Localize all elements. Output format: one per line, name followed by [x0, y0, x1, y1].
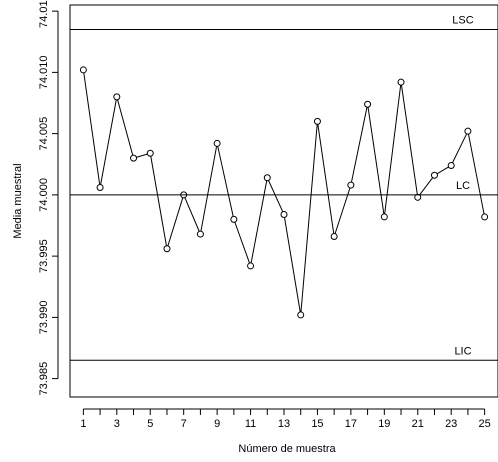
data-point: [79, 66, 87, 74]
series-segment: [400, 85, 418, 195]
series-segment: [334, 187, 351, 234]
x-tick-label: 11: [245, 418, 256, 430]
series-segment: [300, 124, 318, 312]
data-point: [230, 215, 238, 223]
series-segment: [250, 180, 268, 263]
x-axis: 1 3 5 7 9 11 13 15 17 19 21 23 25: [80, 408, 491, 430]
control-lines: LSC LC LIC: [70, 15, 498, 361]
x-tick-label: 15: [311, 418, 323, 430]
series-segment: [351, 107, 368, 183]
control-line-label-lc: LC: [456, 180, 470, 192]
x-tick-label: 25: [479, 418, 491, 430]
x-tick-label: 17: [345, 418, 357, 430]
data-point: [464, 127, 472, 135]
data-point: [347, 181, 355, 189]
control-line-label-lic: LIC: [454, 345, 471, 357]
data-point: [380, 213, 388, 221]
x-tick-label: 1: [80, 418, 86, 430]
y-tick-label: 74.005: [38, 117, 50, 151]
series-segment: [234, 222, 250, 264]
data-series: [79, 66, 489, 319]
data-point: [180, 191, 188, 199]
series-segment: [284, 217, 301, 312]
x-tick-label: 5: [147, 418, 153, 430]
series-segment: [436, 166, 449, 175]
data-point: [247, 262, 255, 270]
data-point: [447, 161, 455, 169]
series-segment: [384, 85, 402, 214]
plot-frame: [69, 4, 498, 398]
data-point: [330, 233, 338, 241]
data-point: [481, 213, 489, 221]
series-segment: [367, 107, 385, 214]
series-segment: [117, 99, 134, 156]
data-point: [397, 78, 405, 86]
x-tick-label: 23: [445, 418, 457, 430]
series-segment: [217, 146, 234, 217]
data-point: [263, 174, 271, 182]
series-segment: [452, 133, 467, 163]
data-point: [414, 193, 422, 201]
series-segment: [317, 124, 335, 234]
y-tick-label: 74.010: [38, 56, 50, 90]
data-point: [313, 117, 321, 125]
y-tick-label: 74.000: [38, 178, 50, 212]
y-axis: 73.985 73.990 73.995 74.000 74.005 74.010 74.0…: [38, 0, 59, 396]
series-segment: [468, 134, 485, 214]
x-tick-label: 13: [278, 418, 290, 430]
series-segment: [167, 197, 184, 246]
series-segment: [100, 99, 117, 185]
data-point: [213, 139, 221, 147]
series-segment: [150, 156, 167, 246]
data-point: [196, 230, 204, 238]
control-line-label-lsc: LSC: [452, 15, 473, 27]
series-segment: [268, 180, 284, 212]
data-point: [96, 184, 104, 192]
y-tick-label: 73.995: [38, 239, 50, 273]
data-point: [113, 93, 121, 101]
data-point: [146, 149, 154, 157]
data-point: [163, 245, 171, 253]
y-tick-label: 73.990: [38, 301, 50, 335]
x-tick-label: 3: [114, 418, 120, 430]
y-tick-label: 74.015: [38, 0, 50, 28]
x-tick-label: 21: [412, 418, 424, 430]
data-point: [430, 171, 438, 179]
series-segment: [83, 73, 101, 185]
data-point: [364, 100, 372, 108]
x-tick-label: 7: [181, 418, 187, 430]
series-segment: [200, 146, 218, 232]
series-segment: [136, 153, 148, 158]
x-axis-title: Número de muestra: [238, 443, 336, 455]
data-point: [280, 210, 288, 218]
data-point: [297, 311, 305, 319]
x-tick-label: 9: [214, 418, 220, 430]
series-segment: [419, 177, 433, 196]
data-point: [130, 154, 138, 162]
x-tick-label: 19: [378, 418, 390, 430]
series-segment: [184, 197, 200, 232]
y-axis-title: Media muestral: [12, 163, 24, 238]
y-tick-label: 73.985: [38, 362, 50, 396]
